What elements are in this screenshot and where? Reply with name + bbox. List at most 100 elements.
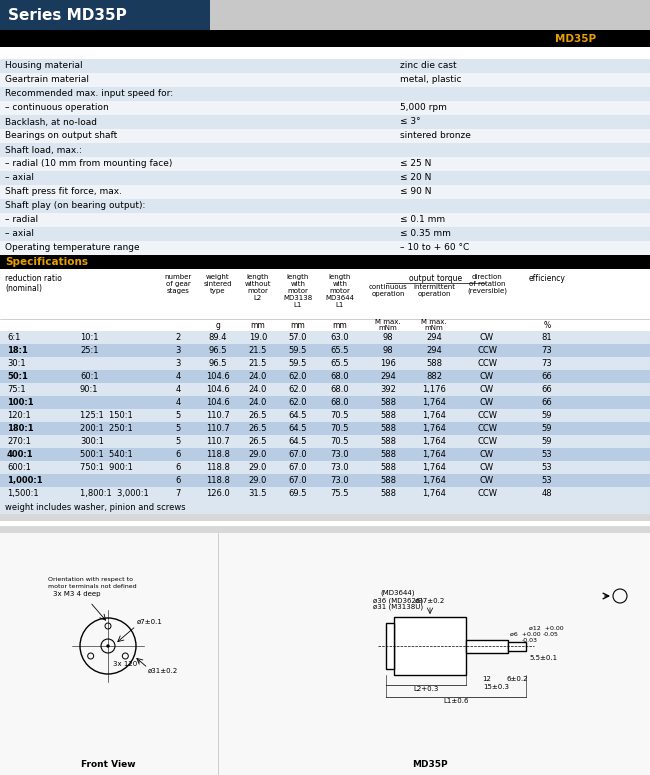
Text: ø31 (M3138U): ø31 (M3138U) [373,604,423,611]
Text: 600:1: 600:1 [7,463,31,472]
Text: 110.7: 110.7 [206,437,230,446]
Text: CW: CW [480,476,494,485]
Text: 24.0: 24.0 [249,398,267,407]
Text: 3x 120°: 3x 120° [113,661,141,667]
Text: 5.5±0.1: 5.5±0.1 [529,655,557,661]
FancyBboxPatch shape [0,487,650,500]
Text: 5: 5 [176,411,181,420]
Text: 400:1: 400:1 [7,450,34,459]
Text: CW: CW [480,398,494,407]
Text: 4: 4 [176,398,181,407]
Text: ø37±0.2: ø37±0.2 [415,598,445,604]
Text: 59.5: 59.5 [289,346,307,355]
Text: 96.5: 96.5 [209,346,228,355]
Text: 26.5: 26.5 [249,424,267,433]
Text: ≤ 0.1 mm: ≤ 0.1 mm [400,215,445,225]
Text: 98: 98 [383,333,393,342]
FancyBboxPatch shape [210,0,650,30]
Text: 588: 588 [380,411,396,420]
Text: 4: 4 [176,372,181,381]
Text: ≤ 20 N: ≤ 20 N [400,174,432,182]
Text: 104.6: 104.6 [206,372,230,381]
Text: 66: 66 [541,398,552,407]
Text: 588: 588 [380,476,396,485]
Text: 19.0: 19.0 [249,333,267,342]
Text: 588: 588 [380,398,396,407]
FancyBboxPatch shape [0,533,650,775]
Text: 73: 73 [541,346,552,355]
Text: 1,764: 1,764 [422,450,446,459]
Text: 118.8: 118.8 [206,476,230,485]
Text: 5,000 rpm: 5,000 rpm [400,104,447,112]
Text: ø31±0.2: ø31±0.2 [148,668,178,674]
Text: 588: 588 [380,463,396,472]
FancyBboxPatch shape [0,422,650,435]
Text: 64.5: 64.5 [289,411,307,420]
Text: 6: 6 [176,450,181,459]
Text: Geartrain material: Geartrain material [5,75,89,84]
Text: 1,000:1: 1,000:1 [7,476,43,485]
Text: 59: 59 [541,437,552,446]
Text: 10:1: 10:1 [80,333,99,342]
Text: 392: 392 [380,385,396,394]
Text: CW: CW [480,372,494,381]
FancyBboxPatch shape [0,269,650,331]
Text: 118.8: 118.8 [206,463,230,472]
Text: Operating temperature range: Operating temperature range [5,243,140,253]
Text: 59: 59 [541,411,552,420]
Text: – 10 to + 60 °C: – 10 to + 60 °C [400,243,469,253]
Text: – radial: – radial [5,215,38,225]
Text: 6: 6 [176,476,181,485]
FancyBboxPatch shape [0,344,650,357]
Text: sintered bronze: sintered bronze [400,132,471,140]
Text: 70.5: 70.5 [331,424,349,433]
Text: 66: 66 [541,385,552,394]
Text: 104.6: 104.6 [206,398,230,407]
Text: M max.
mNm: M max. mNm [375,319,401,332]
Text: 5: 5 [176,424,181,433]
Text: metal, plastic: metal, plastic [400,75,462,84]
Text: 6: 6 [176,463,181,472]
FancyBboxPatch shape [0,0,210,30]
Text: 125:1  150:1: 125:1 150:1 [80,411,133,420]
Text: 588: 588 [426,359,442,368]
Text: 126.0: 126.0 [206,489,230,498]
Text: weight includes washer, pinion and screws: weight includes washer, pinion and screw… [5,502,186,512]
Text: 67.0: 67.0 [289,476,307,485]
Text: – continuous operation: – continuous operation [5,104,109,112]
Text: (MD3644): (MD3644) [381,590,415,597]
Text: 3x M3 4 deep: 3x M3 4 deep [53,591,101,597]
Text: 29.0: 29.0 [249,476,267,485]
FancyBboxPatch shape [0,448,650,461]
Text: 26.5: 26.5 [249,437,267,446]
Text: length
with
motor
MD3644
L1: length with motor MD3644 L1 [326,274,354,308]
FancyBboxPatch shape [394,617,466,675]
Text: CCW: CCW [477,346,497,355]
FancyBboxPatch shape [0,143,650,157]
Text: 1,500:1: 1,500:1 [7,489,38,498]
FancyBboxPatch shape [0,185,650,199]
FancyBboxPatch shape [0,157,650,171]
Text: 68.0: 68.0 [331,385,349,394]
Text: 110.7: 110.7 [206,411,230,420]
FancyBboxPatch shape [0,101,650,115]
Text: 21.5: 21.5 [249,359,267,368]
Text: MD35P: MD35P [412,760,448,769]
Text: 29.0: 29.0 [249,463,267,472]
Text: 5: 5 [176,437,181,446]
Text: 24.0: 24.0 [249,385,267,394]
Text: CW: CW [480,463,494,472]
Text: ø36 (MD3626): ø36 (MD3626) [373,597,423,604]
Text: 26.5: 26.5 [249,411,267,420]
Text: 1,764: 1,764 [422,437,446,446]
Text: – axial: – axial [5,229,34,239]
Text: length
with
motor
MD3138
L1: length with motor MD3138 L1 [283,274,313,308]
FancyBboxPatch shape [0,241,650,255]
FancyBboxPatch shape [0,409,650,422]
Text: 500:1  540:1: 500:1 540:1 [80,450,133,459]
Text: L1±0.6: L1±0.6 [443,698,469,704]
Text: 53: 53 [541,463,552,472]
Text: 18:1: 18:1 [7,346,28,355]
Text: CCW: CCW [477,424,497,433]
Text: 50:1: 50:1 [7,372,28,381]
